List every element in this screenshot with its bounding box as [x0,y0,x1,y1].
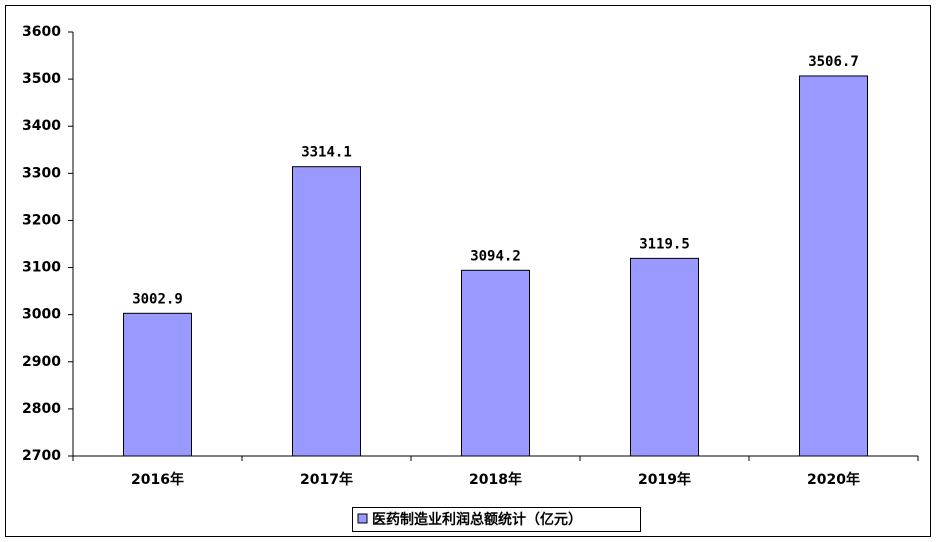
x-tick-label: 2017年 [300,471,353,488]
data-label: 3002.9 [132,291,183,307]
bar [461,269,530,457]
x-tick-label: 2018年 [469,471,522,488]
x-tick-label: 2019年 [638,471,691,488]
bar [123,312,192,457]
y-tick-label: 3500 [22,71,61,87]
y-tick-label: 3400 [22,118,61,134]
data-label: 3314.1 [301,145,352,161]
data-label: 3506.7 [808,54,859,70]
legend-box [352,507,641,532]
y-tick-label: 3000 [22,307,61,323]
data-label: 3094.2 [470,248,521,264]
x-tick-label: 2016年 [131,471,184,488]
bar [630,257,699,457]
bar [799,75,868,457]
y-tick-label: 2800 [22,401,61,417]
y-tick-label: 3300 [22,165,61,181]
x-tick-label: 2020年 [807,471,860,488]
y-tick-label: 3600 [22,24,61,40]
y-tick-label: 2700 [22,448,61,464]
data-label: 3119.5 [639,236,690,252]
legend-label: 医药制造业利润总额统计（亿元） [372,511,582,528]
legend-swatch [357,513,368,524]
y-tick-label: 3200 [22,212,61,228]
y-tick-label: 3100 [22,260,61,276]
bar [292,166,361,457]
y-tick-label: 2900 [22,354,61,370]
